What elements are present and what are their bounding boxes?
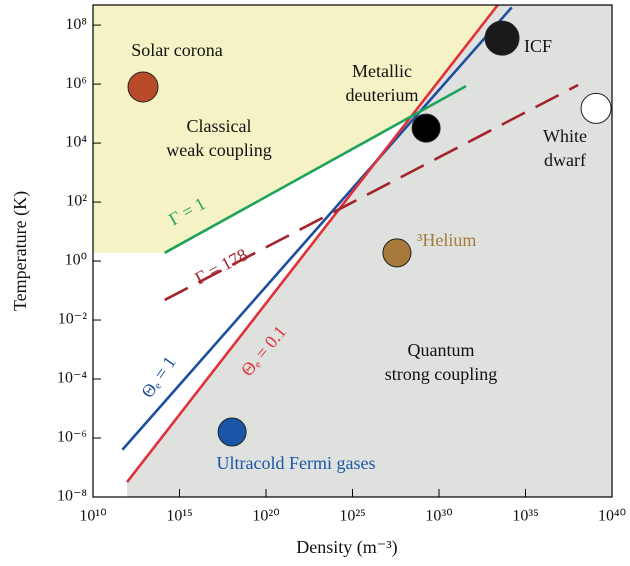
point-label: Ultracold Fermi gases: [217, 453, 376, 473]
point-label: ICF: [524, 36, 552, 56]
y-tick-label: 10⁻⁴: [57, 370, 87, 387]
data-point: [382, 238, 412, 268]
y-axis-label: Temperature (K): [10, 191, 31, 311]
x-tick-label: 10³⁵: [512, 508, 538, 525]
strong-coupling-region: [127, 5, 612, 497]
point-label: Metallic: [352, 61, 412, 81]
data-point: [580, 92, 612, 124]
x-tick-label: 10¹⁰: [79, 508, 106, 525]
series-line: [121, 6, 513, 451]
point-label: deuterium: [346, 85, 419, 105]
region-label: Classical: [187, 116, 252, 136]
x-tick-label: 10³⁰: [425, 508, 452, 525]
point-label: White: [543, 126, 587, 146]
series-line: [126, 5, 499, 483]
y-tick-label: 10⁸: [65, 16, 87, 33]
region-label: strong coupling: [385, 364, 498, 384]
y-tick-label: 10⁻²: [58, 311, 87, 328]
y-tick-label: 10⁻⁸: [57, 488, 87, 505]
series-line: [164, 83, 579, 302]
plot-area: [93, 5, 612, 497]
data-point: [484, 20, 520, 56]
x-axis-label: Density (m⁻³): [296, 537, 397, 558]
x-tick-label: 10²⁰: [252, 508, 279, 525]
data-point: [127, 71, 159, 103]
data-point: [217, 417, 247, 447]
y-tick-label: 10⁻⁶: [57, 429, 87, 446]
y-tick-label: 10⁴: [65, 134, 87, 151]
y-tick-label: 10²: [66, 193, 87, 210]
x-tick-label: 10¹⁵: [166, 508, 192, 525]
data-point: [411, 113, 441, 143]
y-tick-label: 10⁰: [65, 252, 87, 269]
weak-coupling-region: [93, 5, 512, 253]
region-label: weak coupling: [166, 140, 271, 160]
region-label: Quantum: [408, 340, 475, 360]
point-label: dwarf: [544, 150, 586, 170]
x-tick-label: 10⁴⁰: [598, 508, 626, 525]
y-tick-label: 10⁶: [65, 75, 87, 92]
point-label: Solar corona: [131, 40, 222, 60]
series-label: Γ = 178: [191, 244, 250, 288]
series-line: [164, 85, 467, 254]
series-label: Θₑ = 1: [137, 352, 180, 401]
x-tick-label: 10²⁵: [339, 508, 365, 525]
point-label: ³Helium: [417, 230, 476, 250]
